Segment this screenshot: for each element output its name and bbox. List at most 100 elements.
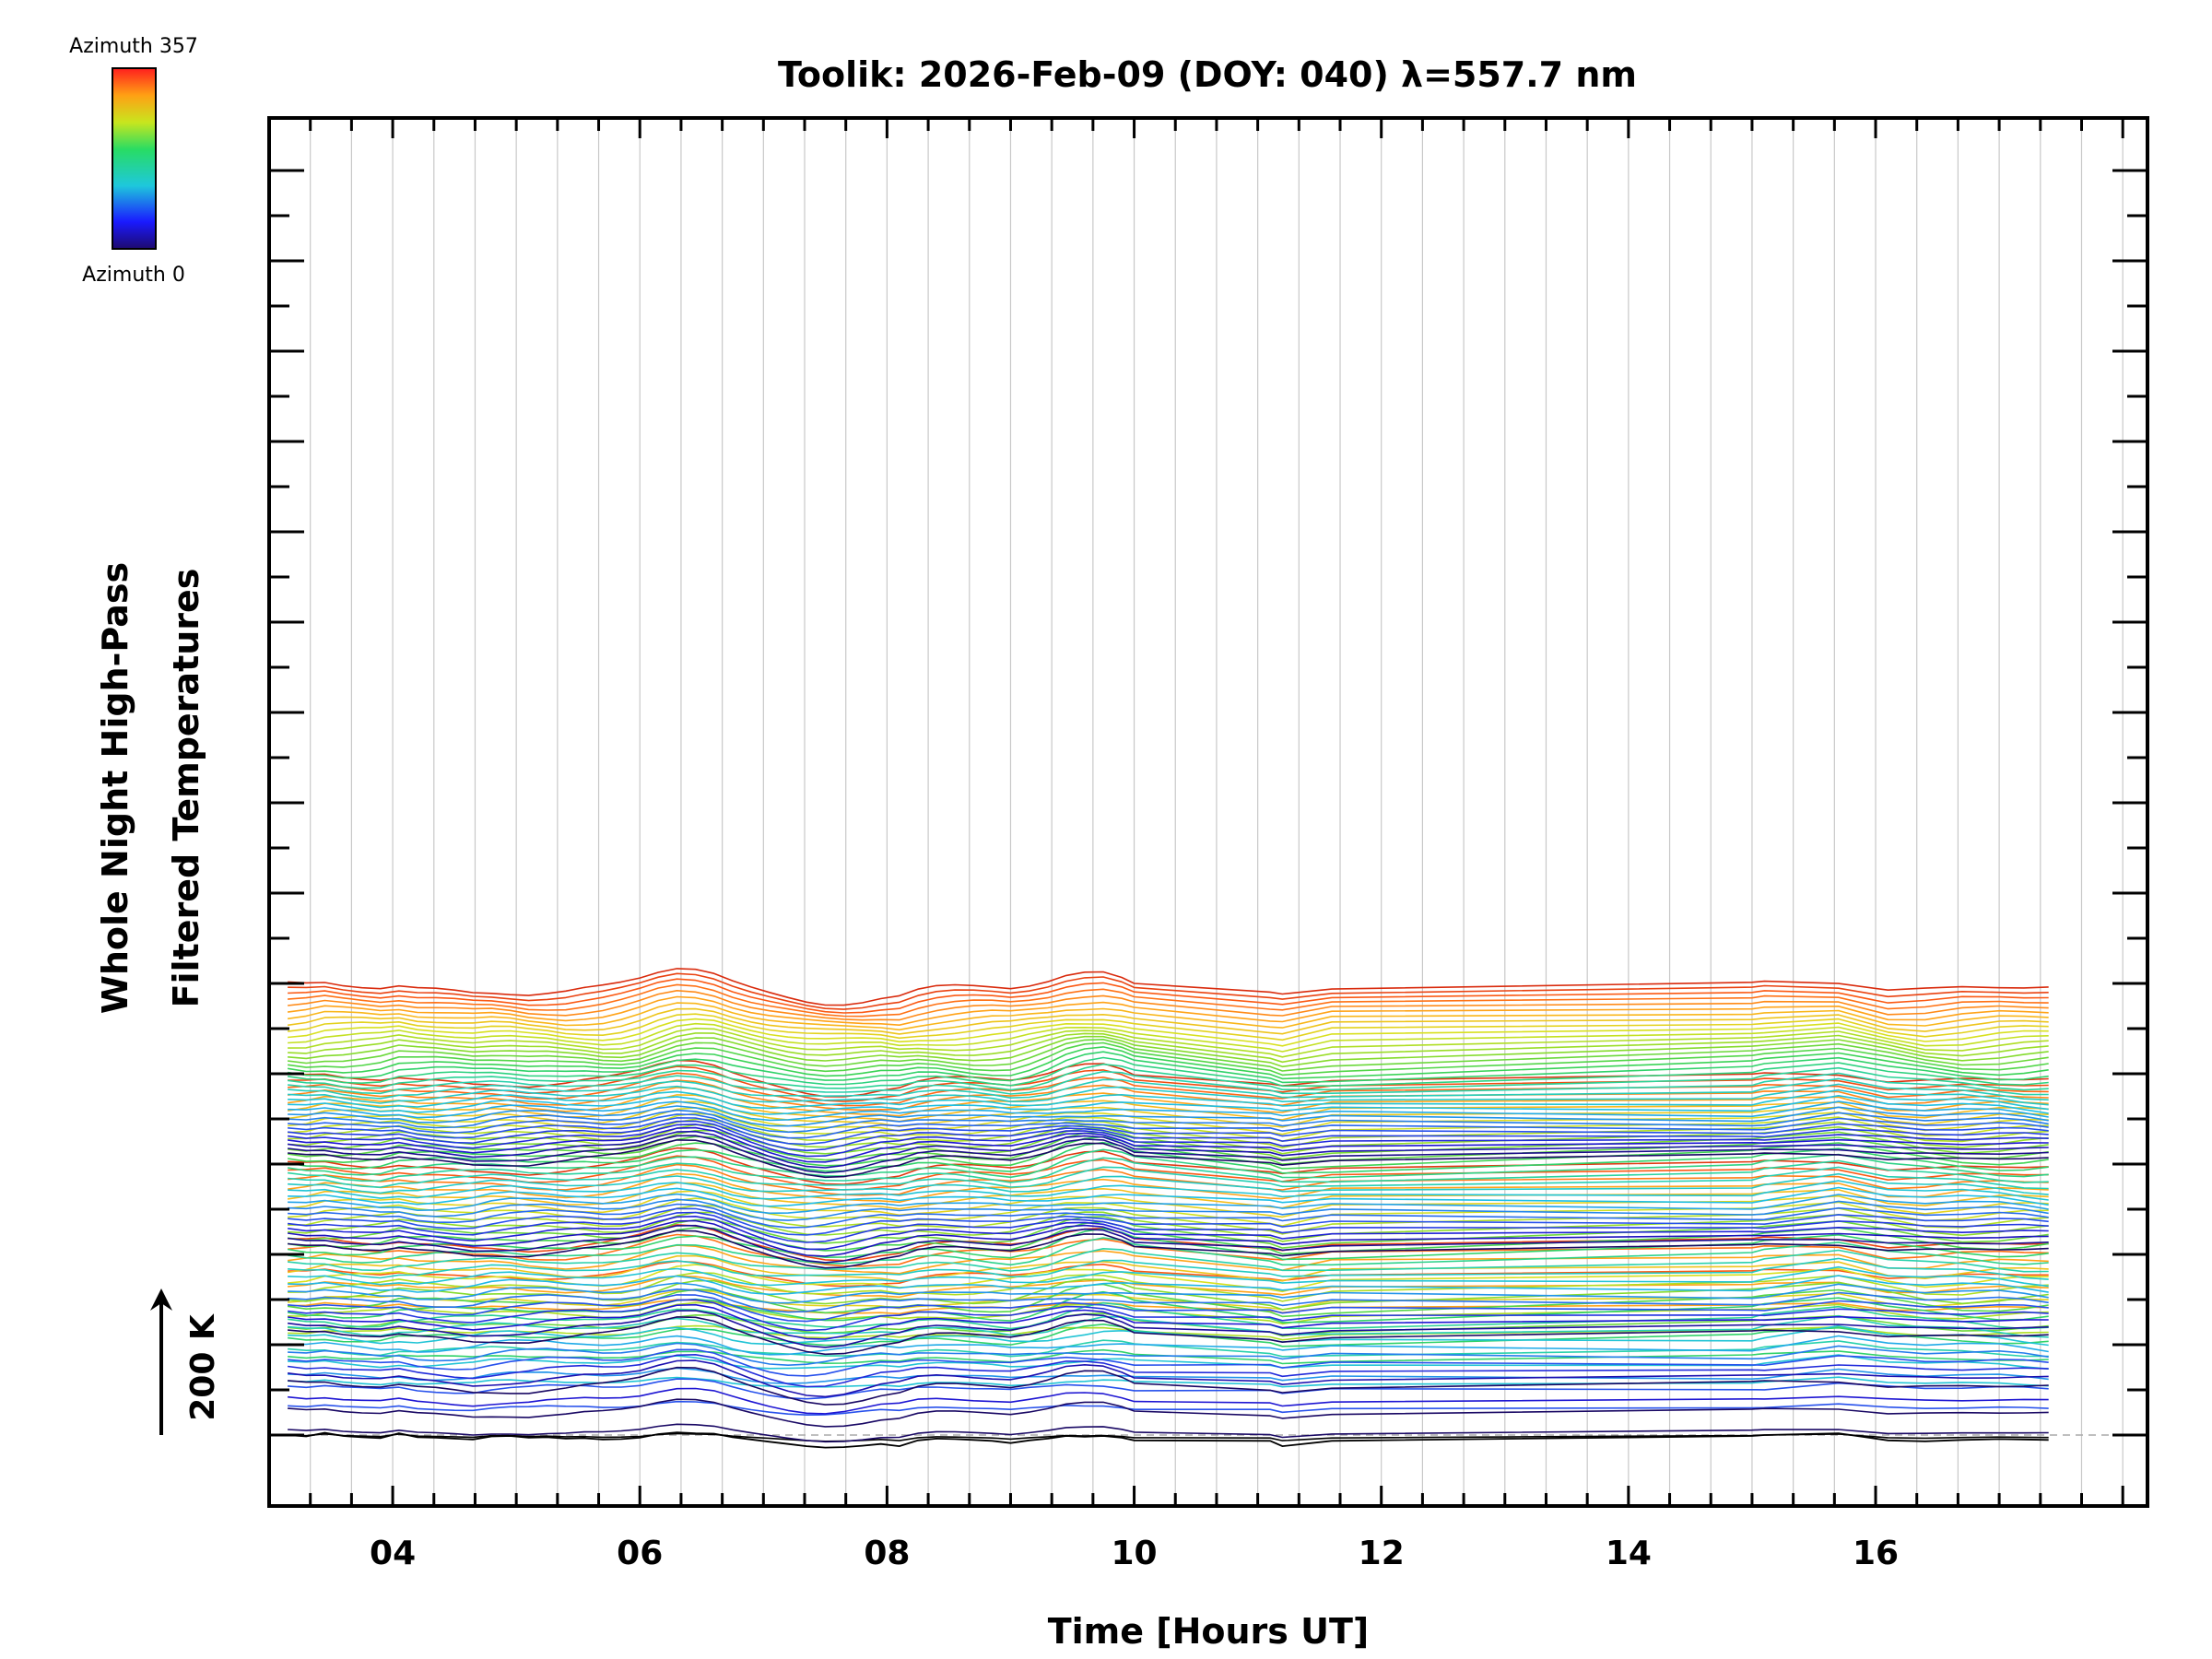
series-line (288, 1100, 2049, 1122)
series-line (287, 1216, 2049, 1251)
series-line (288, 1278, 2049, 1311)
series-line (287, 1182, 2049, 1210)
series-line (287, 1046, 2049, 1080)
y-axis-label-line2: Filtered Temperatures (166, 569, 206, 1008)
series-line (288, 1359, 2049, 1398)
series-line (288, 1063, 2049, 1091)
series-line (288, 1366, 2049, 1406)
series-line (288, 1211, 2049, 1242)
series-line (288, 1248, 2049, 1273)
series-line (288, 1257, 2049, 1280)
series-line (288, 1113, 2049, 1139)
series-line (288, 1039, 2049, 1072)
series-line (287, 1141, 2049, 1174)
series-line (287, 1051, 2049, 1084)
series-line (287, 1290, 2049, 1324)
series-line (288, 1354, 2049, 1370)
series-line (287, 1135, 2049, 1170)
series-line (288, 1348, 2049, 1365)
series-line (287, 1219, 2049, 1257)
series-line (288, 1127, 2049, 1160)
series-line (288, 1203, 2049, 1229)
series-line (288, 1207, 2049, 1236)
x-tick-label: 16 (1853, 1535, 1899, 1572)
series-line (288, 1224, 2049, 1264)
series-line (288, 1139, 2049, 1179)
series-line (288, 1288, 2049, 1313)
colorbar (112, 67, 157, 250)
series-line (288, 1193, 2049, 1215)
series-line (288, 1105, 2049, 1127)
series-line (287, 1220, 2049, 1255)
series-line (288, 1294, 2049, 1323)
x-tick-labels: 04 06 08 10 12 14 16 (370, 1535, 1899, 1572)
series-line (288, 1166, 2049, 1190)
series-line (288, 1124, 2049, 1155)
series-line (288, 1072, 2049, 1107)
x-tick-label: 08 (864, 1535, 910, 1572)
series-line (288, 1186, 2049, 1207)
x-axis-label: Time [Hours UT] (1048, 1611, 1370, 1652)
series-line (288, 1275, 2049, 1296)
series-line (288, 968, 2049, 1006)
scale-bar-label: 200 K (184, 1313, 222, 1421)
series-line (288, 1013, 2049, 1041)
series-line (288, 1265, 2049, 1288)
series-line (288, 1315, 2049, 1338)
scale-arrow-head (150, 1288, 172, 1311)
colorbar-top-label: Azimuth 357 (69, 35, 198, 58)
series-line (288, 1157, 2049, 1183)
series-line (288, 1211, 2049, 1243)
series-line (287, 995, 2049, 1026)
series-line (288, 1398, 2049, 1428)
series-line (287, 1002, 2049, 1031)
series-line (288, 1198, 2049, 1221)
series-line (288, 1282, 2049, 1304)
series-line (288, 1107, 2049, 1135)
series-line (288, 1088, 2049, 1111)
chart-title: Toolik: 2026-Feb-09 (DOY: 040) λ=557.7 n… (778, 54, 1637, 95)
series-line (287, 1131, 2049, 1165)
series-line (287, 1130, 2049, 1169)
series-line (288, 1423, 2049, 1443)
series-line (288, 1348, 2049, 1377)
series-line (288, 1035, 2049, 1068)
series-line (288, 1310, 2049, 1348)
y-axis-label-line1: Whole Night High-Pass (95, 562, 135, 1014)
series-line (288, 972, 2049, 1010)
series-line (287, 1303, 2049, 1340)
plot-frame (267, 116, 2149, 1508)
series-line (288, 1230, 2049, 1269)
colorbar-bottom-label: Azimuth 0 (82, 264, 185, 287)
x-tick-label: 06 (617, 1535, 663, 1572)
series-line (288, 1197, 2049, 1227)
series-line (287, 1041, 2049, 1077)
series-line (288, 1124, 2049, 1158)
series-line (288, 1387, 2049, 1415)
series-line (288, 1354, 2049, 1388)
series-line (288, 1109, 2049, 1134)
series-line (288, 1299, 2049, 1332)
series-line (288, 1018, 2049, 1047)
series-line (288, 1077, 2049, 1101)
x-tick-label: 14 (1606, 1535, 1652, 1572)
series-line (288, 983, 2049, 1018)
series-line (288, 1260, 2049, 1288)
axis-ticks (269, 118, 2147, 1506)
series-line (288, 1264, 2049, 1293)
series-line (288, 1120, 2049, 1152)
series-line (288, 1275, 2049, 1299)
series-line (287, 1126, 2049, 1163)
series-line (288, 1180, 2049, 1201)
series-line (288, 1400, 2049, 1416)
series-line (288, 1233, 2049, 1267)
series-line (288, 1028, 2049, 1058)
series-line (288, 1032, 2049, 1064)
series-line (287, 1254, 2049, 1282)
series-line (288, 1163, 2049, 1196)
series-line (288, 1079, 2049, 1112)
series-line (288, 1135, 2049, 1174)
series-line (288, 1070, 2049, 1096)
series-line (288, 1112, 2049, 1142)
series-line (288, 1335, 2049, 1356)
